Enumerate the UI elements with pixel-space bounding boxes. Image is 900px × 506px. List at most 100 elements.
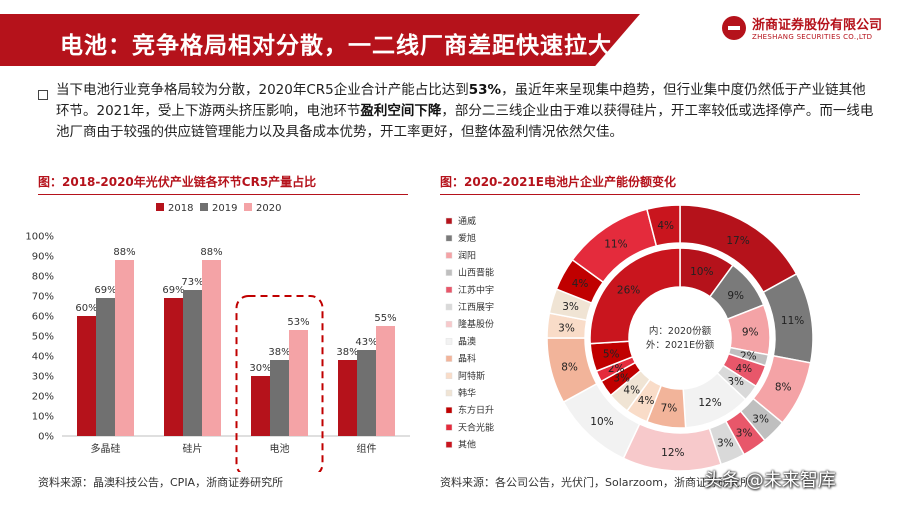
outer-slice-其他 [646,204,681,247]
outer-slice-label: 11% [781,315,804,327]
outer-slice-label: 12% [661,447,684,459]
x-tick-label: 硅片 [183,442,203,455]
legend-label: 东方日升 [458,404,494,416]
legend-item-润阳: 润阳 [445,249,476,261]
inner-slice-label: 3% [613,373,630,385]
legend-swatch [445,217,453,225]
outer-slice-label: 4% [572,278,589,290]
left-chart-title: 图：2018-2020年光伏产业链各环节CR5产量占比 [38,175,317,189]
watermark: 头条 @未来智库 [704,470,836,491]
inner-slice-label: 4% [735,363,752,375]
bar-value-label: 38% [268,347,290,358]
legend-swatch [445,424,453,431]
logo-icon [722,16,746,40]
inner-slice-label: 12% [698,397,721,409]
left-chart-source: 资料来源：晶澳科技公告，CPIA，浙商证券研究所 [38,476,284,489]
legend-item-山西晋能: 山西晋能 [445,267,494,279]
legend-label: 爱旭 [458,232,476,244]
legend-swatch [445,303,453,311]
inner-slice-其他 [589,247,681,345]
right-chart-title-rule [440,194,860,195]
x-tick-label: 电池 [270,442,290,455]
outer-slice-label: 11% [604,239,627,251]
bar-多晶硅-2018 [77,316,96,436]
legend-label: 江西展宇 [458,301,494,313]
legend-label: 其他 [458,439,476,451]
bar-value-label: 43% [355,337,377,348]
legend-item-晶科: 晶科 [445,353,476,365]
outer-slice-label: 8% [561,361,578,373]
cr5-bar-chart: 2018 2019 2020 0% 10% 20% 30% 40% 50% 60% 70% 80% 90… [25,203,410,472]
bullet-square-icon [38,90,48,100]
legend-swatch [445,320,453,328]
inner-slice-label: 4% [638,395,655,407]
outer-slice-label: 3% [558,322,575,334]
outer-slice-label: 4% [657,220,674,232]
legend-swatch [445,286,453,294]
y-tick-label: 30% [32,372,54,383]
inner-slice-label: 3% [727,376,744,388]
legend-swatch [200,203,208,211]
y-tick-label: 40% [32,352,54,363]
bar-组件-2020 [376,326,395,436]
bar-value-label: 88% [113,247,135,258]
legend-swatch [445,441,453,448]
legend-item-2019: 2019 [200,203,237,214]
legend-label: 2020 [256,203,281,214]
legend-item-韩华: 韩华 [445,387,476,399]
y-tick-label: 80% [32,272,54,283]
legend-item-江西展宇: 江西展宇 [445,301,494,313]
highlight-dashed-box [235,295,324,472]
legend-item-阿特斯: 阿特斯 [445,370,485,382]
outer-slice-label: 17% [726,235,749,247]
outer-slice-label: 10% [590,416,613,428]
bar-多晶硅-2019 [96,298,115,436]
bar-电池-2018 [251,376,270,436]
inner-slice-label: 5% [603,348,620,360]
legend-label: 2019 [212,203,237,214]
bar-value-label: 69% [94,285,116,296]
legend-item-爱旭: 爱旭 [445,232,476,244]
donut-center-label-inner: 内：2020份额 [649,325,712,337]
legend-swatch [445,252,453,259]
legend-swatch [445,338,453,345]
y-tick-label: 90% [32,252,54,263]
x-tick-label: 组件 [357,442,377,455]
legend-swatch [445,406,453,414]
legend-swatch [244,203,252,211]
logo-name-cn: 浙商证券股份有限公司 [752,18,883,33]
inner-slice-label: 10% [690,266,713,278]
y-tick-label: 0% [38,432,54,443]
y-tick-label: 70% [32,292,54,303]
bar-value-label: 30% [249,363,271,374]
summary-text-2: ，虽近年来呈现集中趋势，但行业集中度仍然低于产业链其他环节。2021年，受上下游… [56,82,866,119]
legend-swatch [445,389,453,397]
legend-swatch [156,203,164,211]
legend-label: 山西晋能 [458,267,494,279]
bar-value-label: 38% [336,347,358,358]
outer-slice-label: 3% [562,301,579,313]
legend-item-通威: 通威 [445,215,476,227]
summary-highlight-cr5: 53% [468,82,502,98]
bar-组件-2018 [338,360,357,436]
bar-多晶硅-2020 [115,260,134,436]
bar-硅片-2019 [183,290,202,436]
outer-slice-label: 8% [775,382,792,394]
y-tick-label: 100% [25,232,54,243]
legend-item-天合光能: 天合光能 [445,421,494,433]
page-title: 电池：竞争格局相对分散，一二线厂商差距快速拉大 [60,33,612,59]
legend-item-隆基股份: 隆基股份 [445,318,494,330]
bar-value-label: 88% [200,247,222,258]
capacity-share-donut-chart: 通威爱旭润阳山西晋能江苏中宇江西展宇隆基股份晶澳晶科阿特斯韩华东方日升天合光能其… [445,204,814,472]
legend-label: 隆基股份 [458,318,494,330]
legend-swatch [445,269,453,276]
bar-硅片-2020 [202,260,221,436]
bar-value-label: 55% [374,313,396,324]
legend-label: 韩华 [458,387,476,399]
inner-slice-label: 9% [742,326,759,338]
x-tick-label: 多晶硅 [91,442,121,455]
title-banner [0,14,640,66]
company-logo: 浙商证券股份有限公司 ZHESHANG SECURITIES CO.,LTD [722,14,882,48]
inner-slice-label: 2% [608,363,625,375]
legend-item-其他: 其他 [445,439,476,451]
